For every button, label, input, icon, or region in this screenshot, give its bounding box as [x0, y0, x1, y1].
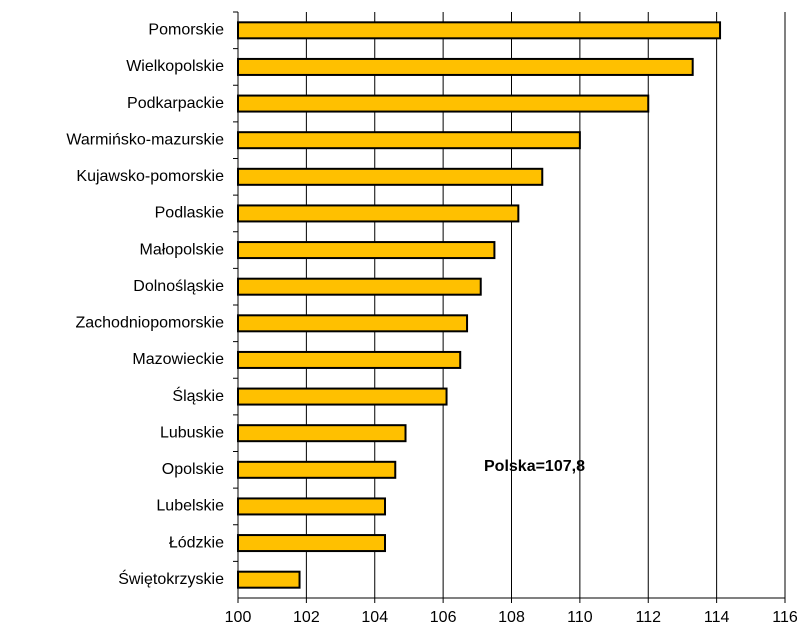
y-tick-label: Dolnośląskie — [133, 278, 224, 295]
x-tick-label: 114 — [704, 609, 730, 626]
y-tick-label: Wielkopolskie — [126, 58, 224, 75]
bar — [237, 534, 387, 553]
y-tick-label: Zachodniopomorskie — [75, 315, 224, 332]
y-tick-label: Mazowieckie — [132, 351, 224, 368]
y-tick-label: Lubuskie — [160, 424, 224, 441]
bar — [237, 570, 301, 589]
x-tick-label: 100 — [225, 609, 252, 626]
x-tick-label: 116 — [772, 609, 798, 626]
bar — [237, 94, 650, 113]
bar — [237, 314, 469, 333]
y-tick-label: Podkarpackie — [127, 95, 224, 112]
bar — [237, 57, 694, 76]
y-tick-label: Podlaskie — [155, 205, 224, 222]
bar — [237, 21, 722, 40]
bar — [237, 241, 496, 260]
bar — [237, 424, 407, 443]
x-tick-label: 108 — [498, 609, 525, 626]
x-tick-label: 102 — [293, 609, 320, 626]
x-tick-label: 104 — [361, 609, 388, 626]
bar — [237, 387, 448, 406]
y-tick-label: Kujawsko-pomorskie — [76, 168, 224, 185]
y-tick-label: Śląskie — [172, 386, 224, 405]
y-tick-label: Warmińsko-mazurskie — [66, 131, 224, 148]
bar — [237, 277, 482, 296]
x-tick-label: 110 — [567, 609, 593, 626]
bar — [237, 460, 397, 479]
y-tick-label: Małopolskie — [140, 241, 225, 258]
y-tick-label: Łódzkie — [169, 534, 224, 551]
annotation: Polska=107,8 — [484, 458, 585, 475]
y-tick-label: Pomorskie — [148, 22, 224, 39]
y-tick-label: Opolskie — [162, 461, 224, 478]
bar — [237, 204, 520, 223]
y-tick-label: Lubelskie — [156, 498, 224, 515]
bar — [237, 350, 462, 369]
bar — [237, 167, 544, 186]
x-tick-label: 112 — [635, 609, 661, 626]
x-tick-label: 106 — [430, 609, 457, 626]
bar — [237, 131, 581, 150]
bar — [237, 497, 387, 516]
y-tick-label: Świętokrzyskie — [118, 569, 224, 588]
